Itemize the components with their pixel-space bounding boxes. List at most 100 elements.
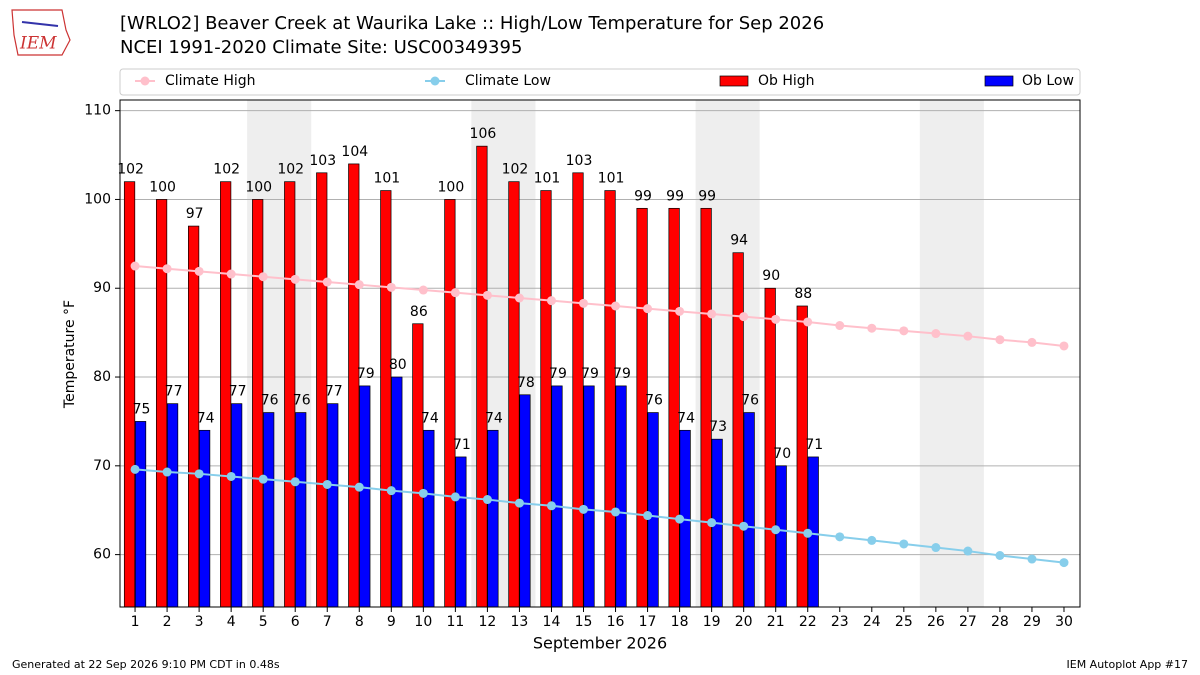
data-label: 77 [165, 384, 183, 400]
point [579, 298, 589, 308]
x-tick-label: 28 [991, 614, 1009, 630]
point [130, 464, 140, 474]
point [931, 329, 941, 339]
point [194, 469, 204, 479]
bar [583, 385, 595, 608]
bar [615, 385, 627, 608]
data-label: 76 [741, 393, 759, 409]
y-tick-label: 60 [93, 547, 111, 563]
point [322, 277, 332, 287]
point [354, 280, 364, 290]
data-label: 73 [709, 419, 727, 435]
x-tick-label: 15 [575, 614, 593, 630]
data-label: 99 [698, 188, 716, 204]
point [867, 535, 877, 545]
data-label: 94 [730, 233, 748, 249]
point [354, 482, 364, 492]
point [867, 323, 877, 333]
data-label: 88 [794, 286, 812, 302]
legend-swatch [984, 75, 1014, 87]
bar [508, 181, 520, 608]
footer-left: Generated at 22 Sep 2026 9:10 PM CDT in … [12, 658, 280, 671]
data-label: 70 [773, 446, 791, 462]
bar [540, 190, 552, 608]
data-label: 101 [373, 171, 400, 187]
weekend-shading [919, 100, 984, 607]
data-label: 99 [634, 188, 652, 204]
point [611, 301, 621, 311]
line [134, 468, 1065, 564]
data-label: 104 [341, 144, 368, 160]
point [514, 293, 524, 303]
point [963, 331, 973, 341]
x-tick-label: 16 [607, 614, 625, 630]
point [835, 532, 845, 542]
point [899, 539, 909, 549]
legend-box [119, 68, 1081, 96]
chart-title: [WRLO2] Beaver Creek at Waurika Lake :: … [120, 13, 824, 34]
point [162, 264, 172, 274]
point [771, 525, 781, 535]
bar [134, 421, 147, 608]
data-label: 100 [438, 179, 465, 195]
point [643, 304, 653, 314]
bar [743, 412, 755, 608]
x-tick-label: 20 [735, 614, 753, 630]
point [579, 504, 589, 514]
point [226, 471, 236, 481]
data-label: 71 [805, 437, 823, 453]
bar [231, 403, 243, 608]
data-label: 74 [197, 410, 215, 426]
point [514, 498, 524, 508]
point [1027, 554, 1037, 564]
bar [476, 145, 488, 608]
plot-frame [119, 99, 1081, 608]
bar [732, 252, 744, 608]
data-label: 79 [549, 366, 567, 382]
point [675, 306, 685, 316]
x-tick-label: 4 [227, 614, 236, 630]
data-label: 74 [677, 410, 695, 426]
point [290, 274, 300, 284]
point [995, 551, 1005, 561]
data-label: 103 [566, 153, 593, 169]
x-tick-label: 6 [291, 614, 300, 630]
point [386, 282, 396, 292]
point [226, 269, 236, 279]
bar [796, 305, 808, 608]
x-tick-label: 1 [131, 614, 140, 630]
point [290, 477, 300, 487]
point [739, 312, 749, 322]
point [546, 296, 556, 306]
point [482, 495, 492, 505]
y-tick-label: 80 [93, 369, 111, 385]
bar [551, 385, 563, 608]
bar [348, 163, 360, 608]
bar [123, 181, 136, 608]
y-tick-label: 110 [84, 103, 111, 119]
logo-text: IEM [19, 34, 57, 54]
bar [263, 412, 275, 608]
x-tick-label: 17 [639, 614, 657, 630]
data-label: 74 [421, 410, 439, 426]
x-tick-label: 26 [927, 614, 945, 630]
data-label: 79 [613, 366, 631, 382]
y-axis-label: Temperature °F [62, 300, 78, 409]
point [707, 518, 717, 528]
bar [423, 429, 435, 608]
point [707, 309, 717, 319]
point [1059, 341, 1069, 351]
x-tick-label: 5 [259, 614, 268, 630]
data-label: 75 [133, 401, 151, 417]
point [258, 272, 268, 282]
point [1059, 558, 1069, 568]
data-label: 101 [534, 171, 561, 187]
bar [487, 429, 499, 608]
x-tick-label: 3 [195, 614, 204, 630]
x-tick-label: 29 [1023, 614, 1041, 630]
point [963, 546, 973, 556]
bar [199, 429, 211, 608]
point [739, 521, 749, 531]
x-tick-label: 13 [511, 614, 529, 630]
data-label: 77 [325, 384, 343, 400]
